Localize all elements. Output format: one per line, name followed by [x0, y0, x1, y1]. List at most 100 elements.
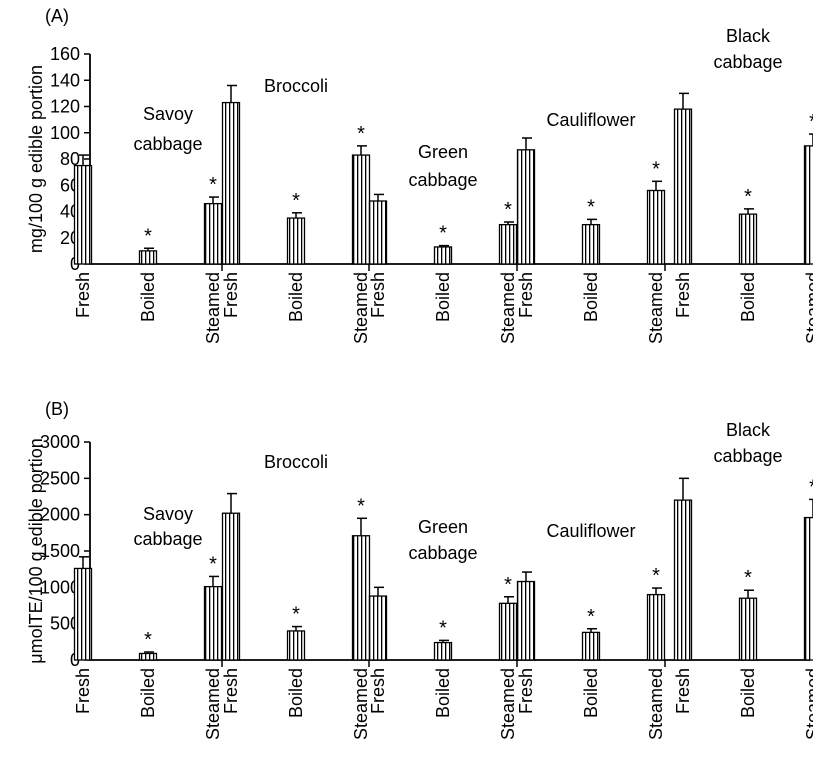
x-tick-label: Steamed [351, 668, 371, 740]
y-tick-label: 2000 [40, 505, 80, 525]
bar [368, 595, 388, 661]
group-label: Black [726, 26, 771, 46]
group-label: Broccoli [264, 452, 328, 472]
x-tick-label: Steamed [498, 668, 518, 740]
x-tick-label: Steamed [203, 272, 223, 344]
x-tick-label: Boiled [738, 272, 758, 322]
y-axis-title: mg/100 g edible portion [26, 65, 46, 253]
x-tick-label: Steamed [803, 668, 813, 740]
x-tick-label: Boiled [433, 668, 453, 718]
bar [673, 499, 693, 661]
bar [286, 217, 306, 265]
x-tick-label: Boiled [286, 668, 306, 718]
group-label: Cauliflower [546, 110, 635, 130]
y-tick-label: 3000 [40, 432, 80, 452]
significance-star: * [652, 565, 660, 587]
bar [203, 202, 223, 265]
bar [803, 145, 813, 265]
group-label: cabbage [408, 170, 477, 190]
bar [138, 652, 158, 661]
significance-star: * [209, 553, 217, 575]
group-label: Savoy [143, 104, 193, 124]
bar [498, 602, 518, 661]
group-label: Green [418, 517, 468, 537]
significance-star: * [809, 476, 813, 498]
x-tick-label: Boiled [433, 272, 453, 322]
x-tick-label: Fresh [73, 668, 93, 714]
bar [433, 641, 453, 661]
y-tick-label: 500 [50, 614, 80, 634]
bar [286, 630, 306, 661]
y-tick-label: 2500 [40, 468, 80, 488]
significance-star: * [292, 190, 300, 212]
group-label: cabbage [133, 529, 202, 549]
x-tick-label: Boiled [581, 272, 601, 322]
x-tick-label: Boiled [138, 272, 158, 322]
x-tick-label: Steamed [646, 668, 666, 740]
bar [516, 580, 536, 661]
panel-label: (B) [45, 399, 69, 419]
bar [673, 108, 693, 265]
bar [221, 512, 241, 661]
y-tick-label: 1500 [40, 541, 80, 561]
x-tick-label: Fresh [73, 272, 93, 318]
significance-star: * [744, 567, 752, 589]
bar [368, 200, 388, 265]
group-label: Broccoli [264, 76, 328, 96]
bar [581, 631, 601, 661]
bar [738, 213, 758, 265]
group-label: Black [726, 420, 771, 440]
bar [351, 535, 371, 661]
x-tick-label: Boiled [738, 668, 758, 718]
x-tick-label: Fresh [221, 668, 241, 714]
significance-star: * [357, 495, 365, 517]
x-tick-label: Fresh [516, 668, 536, 714]
x-tick-label: Fresh [673, 272, 693, 318]
y-tick-label: 100 [50, 123, 80, 143]
group-label: Savoy [143, 504, 193, 524]
panel-b: (B)μmolTE/100 g edible portion0500100015… [26, 399, 813, 740]
x-tick-label: Boiled [138, 668, 158, 718]
significance-star: * [439, 223, 447, 245]
x-tick-label: Fresh [673, 668, 693, 714]
significance-star: * [587, 196, 595, 218]
bar [646, 189, 666, 265]
significance-star: * [504, 199, 512, 221]
significance-star: * [587, 606, 595, 628]
significance-star: * [144, 629, 152, 651]
x-tick-label: Boiled [581, 668, 601, 718]
bar [738, 597, 758, 661]
group-label: cabbage [713, 52, 782, 72]
x-tick-label: Steamed [803, 272, 813, 344]
significance-star: * [809, 111, 813, 133]
x-tick-label: Fresh [221, 272, 241, 318]
significance-star: * [357, 123, 365, 145]
y-tick-label: 1000 [40, 577, 80, 597]
bar [73, 567, 93, 661]
y-tick-label: 160 [50, 44, 80, 64]
y-tick-label: 120 [50, 97, 80, 117]
significance-star: * [652, 158, 660, 180]
x-tick-label: Fresh [516, 272, 536, 318]
group-label: cabbage [713, 446, 782, 466]
x-tick-label: Fresh [368, 668, 388, 714]
group-label: cabbage [408, 543, 477, 563]
y-axis-title: μmolTE/100 g edible portion [26, 438, 46, 664]
x-tick-label: Steamed [646, 272, 666, 344]
significance-star: * [209, 174, 217, 196]
significance-star: * [144, 225, 152, 247]
bar [581, 223, 601, 265]
significance-star: * [292, 604, 300, 626]
significance-star: * [439, 617, 447, 639]
group-label: Green [418, 142, 468, 162]
bar [138, 250, 158, 265]
panel-label: (A) [45, 6, 69, 26]
panel-a: (A)mg/100 g edible portion02040608010012… [26, 6, 813, 344]
x-tick-label: Steamed [203, 668, 223, 740]
bar [433, 246, 453, 265]
bar [73, 164, 93, 265]
bar [803, 516, 813, 661]
group-label: cabbage [133, 134, 202, 154]
bar [498, 223, 518, 265]
